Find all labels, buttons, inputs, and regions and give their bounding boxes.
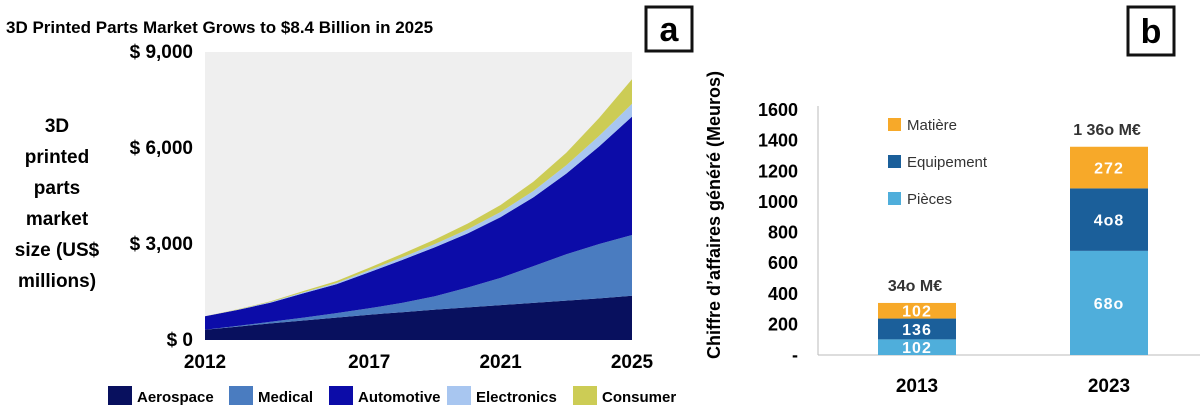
panel-b-letter: b <box>1141 13 1162 51</box>
y-tick-label: $ 6,000 <box>130 138 193 159</box>
bar-equipement-2023 <box>1070 188 1148 251</box>
bar-matiere-2013 <box>878 302 956 319</box>
panel-b: Chiffre d’affaires généré (Meuros) 16001… <box>704 5 1200 397</box>
legend-swatch <box>888 118 901 131</box>
chart-b-x-ticks: 2013 2023 <box>896 376 1130 397</box>
panel-a-letter: a <box>660 11 680 49</box>
y-tick-label: 1600 <box>758 100 798 120</box>
legend-item-equipement: Equipement <box>888 154 988 171</box>
legend-swatch <box>108 386 132 405</box>
legend-item-automotive: Automotive <box>329 386 441 406</box>
area-automotive <box>205 116 632 330</box>
y-axis-label: Chiffre d’affaires généré (Meuros) <box>704 71 724 359</box>
y-tick-label: 1200 <box>758 161 798 181</box>
chart-a-x-ticks: 2012 2017 2021 2025 <box>184 352 654 373</box>
chart-a-y-ticks: $ 9,000 $ 6,000 $ 3,000 $ 0 <box>130 42 193 351</box>
x-tick-label: 2017 <box>348 352 390 373</box>
legend-swatch <box>329 386 353 405</box>
y-axis-label-line: market <box>26 209 89 230</box>
bar-value-label: 68o <box>1094 296 1125 313</box>
legend-swatch <box>229 386 253 405</box>
legend-item-aerospace: Aerospace <box>108 386 214 406</box>
panel-a: 3D Printed Parts Market Grows to $8.4 Bi… <box>6 5 694 406</box>
chart-a-legend: Aerospace Medical Automotive Electronics Con… <box>108 386 676 406</box>
y-tick-label: 800 <box>768 223 798 243</box>
bar-total-label: 1 36o M€ <box>1073 122 1141 139</box>
chart-b-y-ticks: 1600 1400 1200 1000 800 600 400 200 - <box>758 100 798 365</box>
y-tick-label: 1000 <box>758 192 798 212</box>
legend-item-pieces: Pièces <box>888 191 952 208</box>
chart-a-ylabel: 3D printed parts market size (US$ millions) <box>15 116 100 292</box>
area-medical <box>205 235 632 330</box>
y-tick-label: $ 0 <box>167 330 193 351</box>
legend-item-consumer: Consumer <box>573 386 676 406</box>
legend-label: Electronics <box>476 389 557 406</box>
legend-item-medical: Medical <box>229 386 313 406</box>
x-tick-label: 2025 <box>611 352 654 373</box>
legend-label: Aerospace <box>137 389 214 406</box>
legend-label: Automotive <box>358 389 441 406</box>
bar-equipement-2013 <box>878 318 956 340</box>
y-tick-label: 600 <box>768 253 798 273</box>
legend-item-electronics: Electronics <box>447 386 557 406</box>
bar-value-label: 102 <box>902 340 932 357</box>
bar-pieces-2013 <box>878 339 956 355</box>
chart-b-ylabel: Chiffre d’affaires généré (Meuros) <box>704 71 724 359</box>
area-aerospace <box>205 295 632 340</box>
x-tick-label: 2021 <box>479 352 522 373</box>
bar-value-label: 102 <box>902 304 932 321</box>
legend-swatch <box>888 155 901 168</box>
x-tick-label: 2023 <box>1088 376 1130 397</box>
legend-label: Pièces <box>907 191 952 208</box>
x-tick-label: 2012 <box>184 352 226 373</box>
y-tick-label: 1400 <box>758 131 798 151</box>
y-axis-label-line: size (US$ <box>15 240 100 261</box>
legend-label: Equipement <box>907 154 988 171</box>
bar-pieces-2023 <box>1070 250 1148 355</box>
panel-b-letter-box <box>1126 5 1176 57</box>
legend-swatch <box>447 386 471 405</box>
y-axis-label-line: printed <box>25 147 89 168</box>
panel-a-letter-box <box>644 5 694 53</box>
y-axis-label-line: millions) <box>18 271 96 292</box>
legend-label: Medical <box>258 389 313 406</box>
y-tick-label: 200 <box>768 314 798 334</box>
x-tick-label: 2013 <box>896 376 938 397</box>
legend-item-matiere: Matière <box>888 117 957 134</box>
bar-value-label: 136 <box>902 322 932 339</box>
y-tick-label: $ 3,000 <box>130 234 193 255</box>
y-axis-label-line: 3D <box>45 116 69 137</box>
chart-a-areas <box>205 52 632 340</box>
legend-label: Consumer <box>602 389 676 406</box>
legend-swatch <box>573 386 597 405</box>
legend-label: Matière <box>907 117 957 134</box>
y-axis-label-line: parts <box>34 178 80 199</box>
bar-value-label: 272 <box>1094 161 1124 178</box>
chart-a-title: 3D Printed Parts Market Grows to $8.4 Bi… <box>6 18 433 37</box>
bar-matiere-2023 <box>1070 146 1148 189</box>
bar-value-label: 4o8 <box>1094 213 1125 230</box>
y-tick-label: - <box>792 345 798 365</box>
bar-total-label: 34o M€ <box>888 278 942 295</box>
y-tick-label: 400 <box>768 284 798 304</box>
legend-swatch <box>888 192 901 205</box>
y-tick-label: $ 9,000 <box>130 42 193 63</box>
chart-b-legend: Matière Equipement Pièces <box>888 117 988 208</box>
